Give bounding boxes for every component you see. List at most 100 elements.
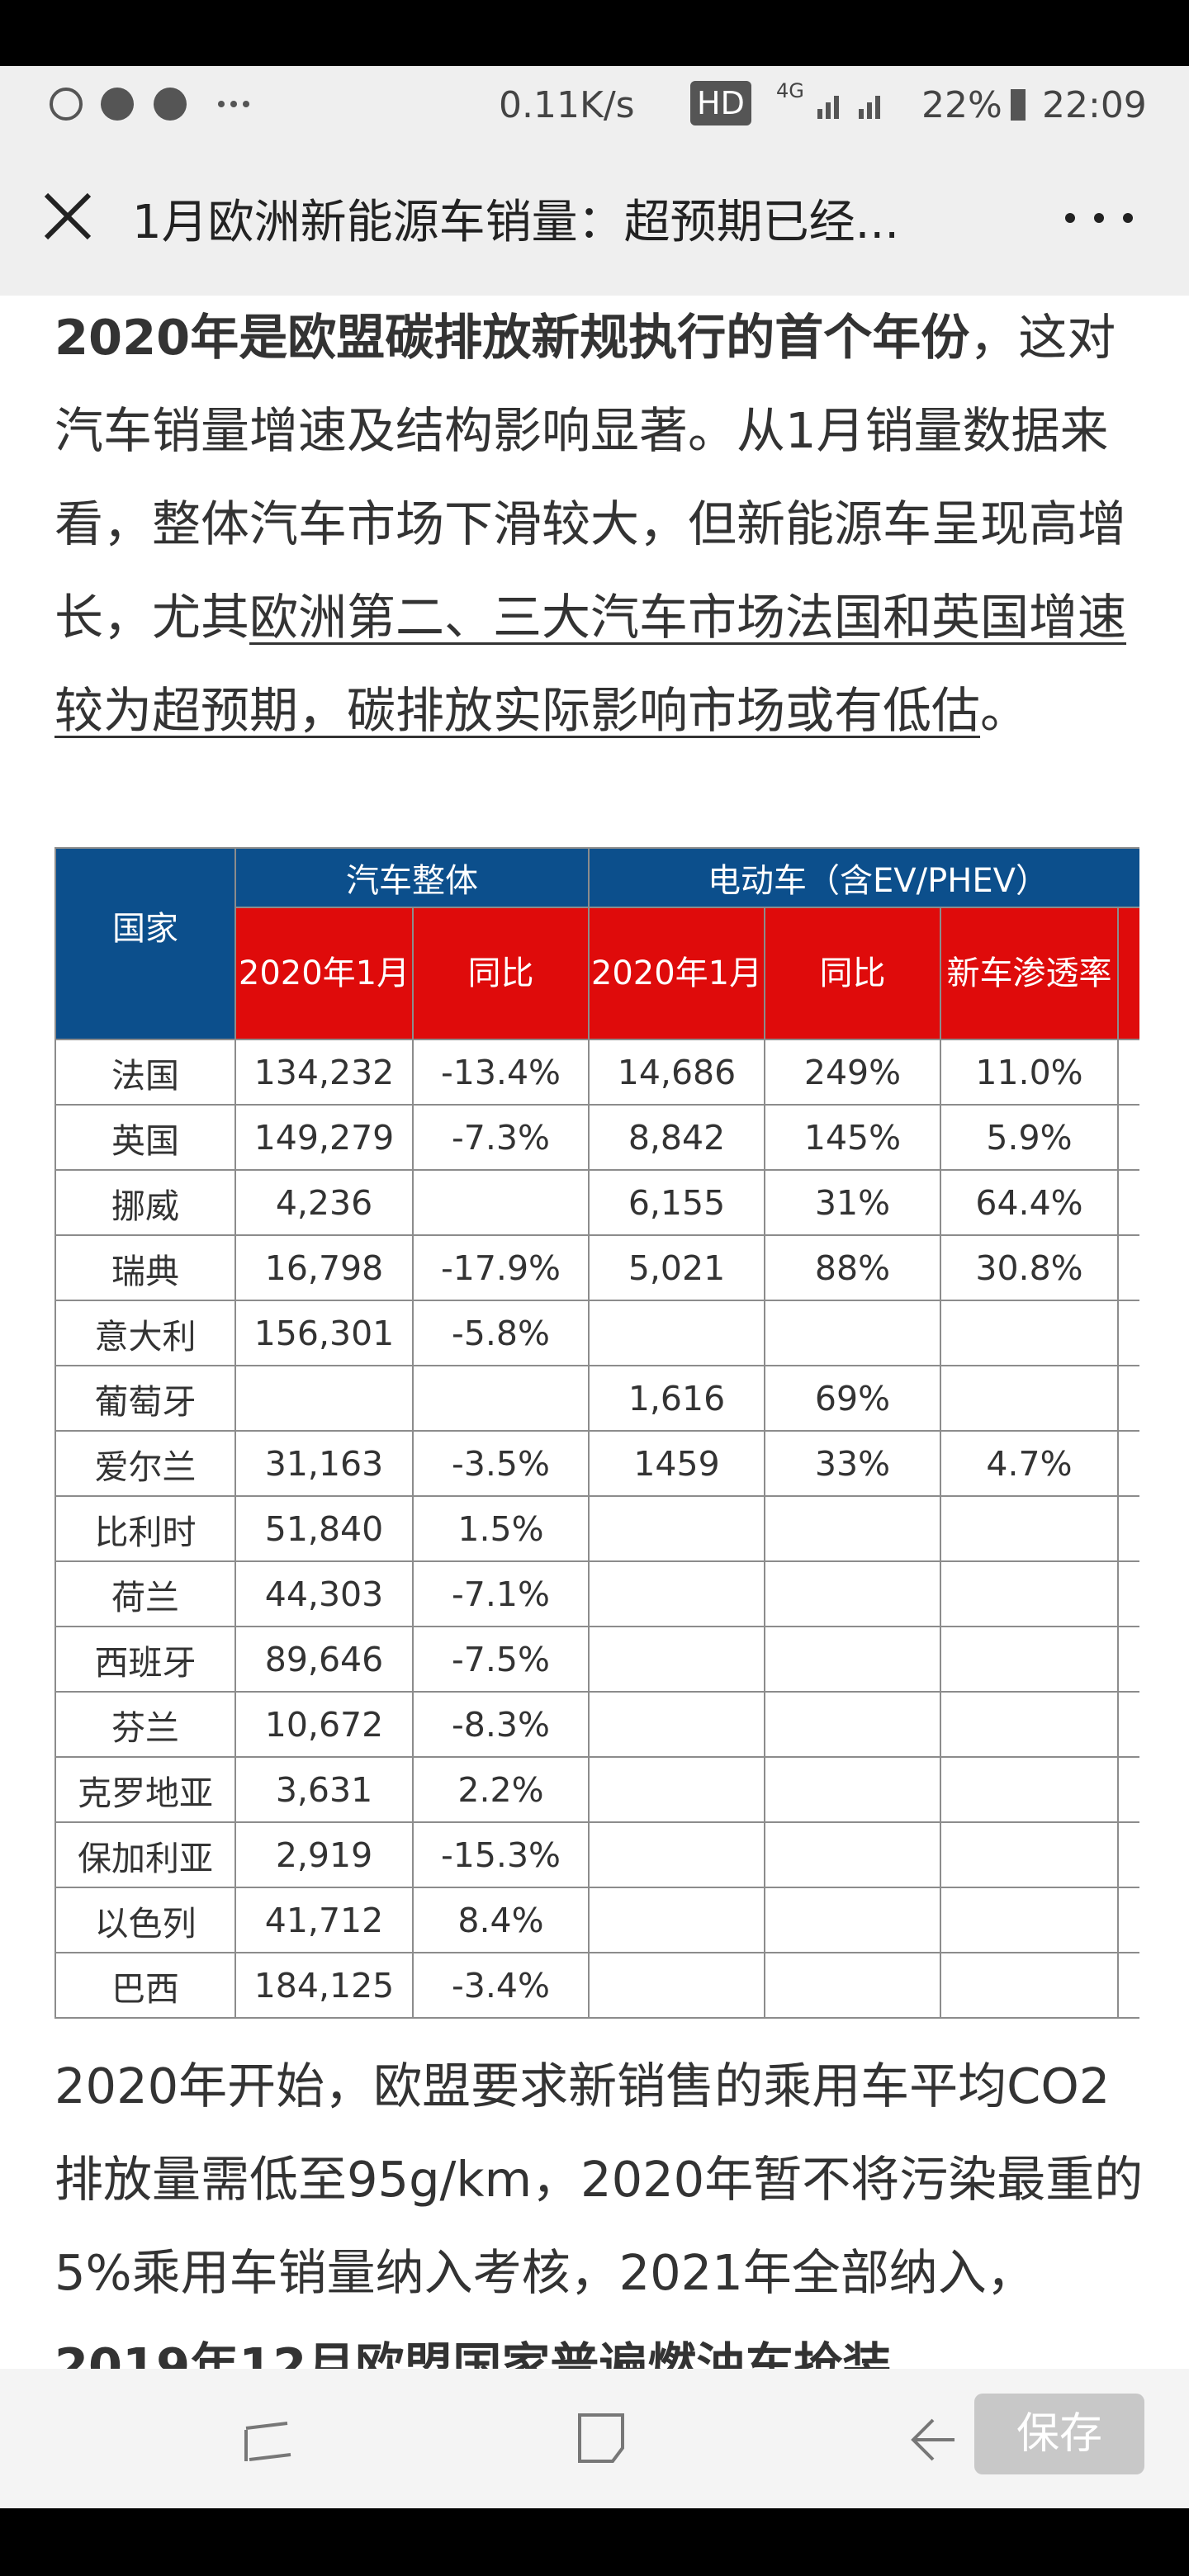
table-cell — [764, 1300, 941, 1366]
header-group: 汽车整体 — [234, 847, 590, 908]
recent-apps-button[interactable] — [239, 2412, 297, 2469]
table-cell: 184,125 — [234, 1952, 414, 2019]
header-group: 电动车（含EV/PHEV） — [587, 847, 1139, 908]
table-cell — [764, 1560, 941, 1627]
table-cell: 88% — [764, 1234, 941, 1301]
title-bar: 1月欧洲新能源车销量：超预期已经... — [0, 140, 1189, 296]
table-cell — [940, 1952, 1119, 2019]
table-cell — [234, 1365, 414, 1432]
text: ，这对汽车销量增速及结构影响显著。从1月销量数据来看，整体汽车市场下滑较大，但新… — [54, 309, 1127, 646]
table-cell: -7.5% — [412, 1626, 590, 1693]
table-cell: 44,303 — [234, 1560, 414, 1627]
table-cell — [940, 1887, 1119, 1953]
page-title: 1月欧洲新能源车销量：超预期已经... — [132, 196, 900, 249]
table-cell — [764, 1821, 941, 1888]
table-cell: 69% — [764, 1365, 941, 1432]
table-cell: 英国 — [54, 1104, 236, 1171]
table-cell — [940, 1626, 1119, 1693]
battery-level: 22% — [921, 84, 1002, 126]
sales-table: 国家 汽车整体 电动车（含EV/PHEV） 2020年1月 同比 2020年1月 同比… — [54, 847, 1139, 2019]
table-cell: 保加利亚 — [54, 1821, 236, 1888]
table-cell: 64.4% — [940, 1169, 1119, 1236]
table-cell: 2,919 — [234, 1821, 414, 1888]
top-bezel — [0, 0, 1189, 66]
table-cell — [1116, 1560, 1139, 1627]
more-button[interactable] — [1062, 210, 1136, 226]
table-cell — [1116, 1952, 1139, 2019]
table-cell: 8,842 — [588, 1104, 765, 1171]
table-cell: 5.9% — [940, 1104, 1119, 1171]
table-cell: 33% — [764, 1430, 941, 1497]
save-button[interactable]: 保存 — [974, 2394, 1144, 2474]
table-cell: -7.1% — [412, 1560, 590, 1627]
table-cell: 11.0% — [940, 1039, 1119, 1106]
home-button[interactable] — [575, 2410, 629, 2468]
table-cell — [1116, 1821, 1139, 1888]
table-cell: 89,646 — [234, 1626, 414, 1693]
table-container: 国家 汽车整体 电动车（含EV/PHEV） 2020年1月 同比 2020年1月 同比… — [54, 847, 1139, 2041]
table-cell — [940, 1756, 1119, 1823]
table-cell — [1116, 1300, 1139, 1366]
back-button[interactable] — [908, 2415, 958, 2465]
table-row: 西班牙 89,646 -7.5% — [54, 1626, 1139, 1693]
table-cell: 西班牙 — [54, 1626, 236, 1693]
table-cell — [940, 1821, 1119, 1888]
table-row: 保加利亚 2,919 -15.3% — [54, 1821, 1139, 1888]
table-cell — [1116, 1039, 1139, 1106]
table-cell — [1116, 1626, 1139, 1693]
table-cell: 8.4% — [412, 1887, 590, 1953]
table-cell: 4.7% — [940, 1430, 1119, 1497]
table-cell: 巴西 — [54, 1952, 236, 2019]
table-cell — [588, 1691, 765, 1758]
table-cell: -3.4% — [412, 1952, 590, 2019]
table-cell — [1116, 1756, 1139, 1823]
battery-icon — [1011, 89, 1026, 121]
table-cell — [1116, 1887, 1139, 1953]
header-cell: 新车渗透率 — [940, 907, 1119, 1040]
table-cell — [588, 1952, 765, 2019]
table-cell: 14,686 — [588, 1039, 765, 1106]
text: 。 — [980, 682, 1030, 739]
table-cell — [940, 1691, 1119, 1758]
table-cell — [940, 1495, 1119, 1562]
table-cell: 葡萄牙 — [54, 1365, 236, 1432]
close-button[interactable] — [41, 190, 94, 243]
table-cell: 以色列 — [54, 1887, 236, 1953]
table-cell — [1116, 1365, 1139, 1432]
table-row: 巴西 184,125 -3.4% — [54, 1952, 1139, 2019]
header-cell: 国家 — [54, 847, 236, 1040]
underlined-text: 欧洲第二、三大汽车市场法国和英国增速较为超预期，碳排放实际影响市场或有低估 — [54, 589, 1127, 739]
table-row: 意大利 156,301 -5.8% — [54, 1300, 1139, 1366]
table-cell: -3.5% — [412, 1430, 590, 1497]
clock: 22:09 — [1042, 84, 1147, 126]
header-cell: 2020年1月 — [234, 907, 414, 1040]
table-cell: 134,232 — [234, 1039, 414, 1106]
table-row: 荷兰 44,303 -7.1% — [54, 1560, 1139, 1627]
table-cell: 克罗地亚 — [54, 1756, 236, 1823]
table-cell — [764, 1756, 941, 1823]
hd-badge: HD — [690, 81, 751, 125]
table-row: 以色列 41,712 8.4% — [54, 1887, 1139, 1953]
header-cell: 同比 — [764, 907, 941, 1040]
table-cell — [412, 1365, 590, 1432]
table-cell — [1116, 1691, 1139, 1758]
table-cell: 1.5% — [412, 1495, 590, 1562]
table-cell: -17.9% — [412, 1234, 590, 1301]
table-cell: 156,301 — [234, 1300, 414, 1366]
table-row: 芬兰 10,672 -8.3% — [54, 1691, 1139, 1758]
table-row: 比利时 51,840 1.5% — [54, 1495, 1139, 1562]
table-cell: 3,631 — [234, 1756, 414, 1823]
table-cell: 31% — [764, 1169, 941, 1236]
table-cell — [940, 1365, 1119, 1432]
table-cell: 6,155 — [588, 1169, 765, 1236]
header-cell: 2020年1月 — [588, 907, 765, 1040]
table-cell: 51,840 — [234, 1495, 414, 1562]
table-cell — [764, 1495, 941, 1562]
table-cell — [588, 1887, 765, 1953]
table-row: 法国 134,232 -13.4% 14,686 249% 11.0% — [54, 1039, 1139, 1106]
table-cell: 比利时 — [54, 1495, 236, 1562]
header-cell: 同比 — [412, 907, 590, 1040]
table-cell: 31,163 — [234, 1430, 414, 1497]
paragraph: 2020年是欧盟碳排放新规执行的首个年份，这对汽车销量增速及结构影响显著。从1月… — [54, 291, 1144, 757]
header-cell — [1116, 907, 1139, 1040]
